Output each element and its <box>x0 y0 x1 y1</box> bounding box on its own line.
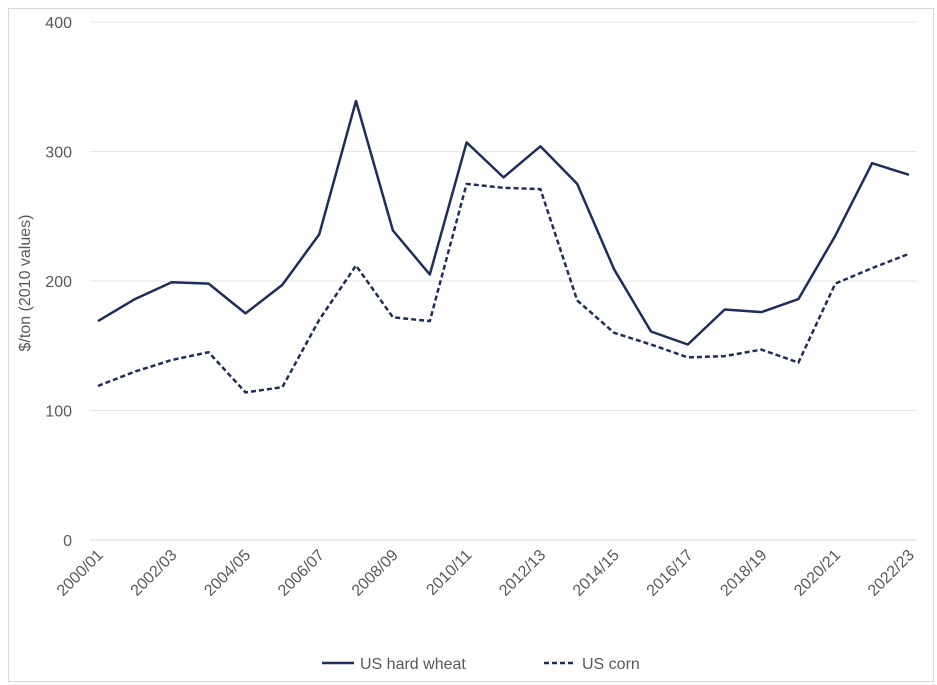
x-tick-label: 2018/19 <box>717 547 770 600</box>
y-tick-label: 400 <box>45 15 72 32</box>
legend-label: US hard wheat <box>360 656 466 673</box>
x-tick-label: 2014/15 <box>570 547 623 600</box>
legend: US hard wheat US corn <box>322 656 640 673</box>
y-tick-label: 100 <box>45 404 72 421</box>
x-tick-label: 2022/23 <box>865 547 918 600</box>
x-tick-label: 2012/13 <box>496 547 549 600</box>
x-tick-label: 2006/07 <box>275 547 328 600</box>
grid-lines <box>90 21 917 541</box>
series-lines <box>97 99 910 394</box>
x-tick-label: 2002/03 <box>128 547 181 600</box>
legend-label: US corn <box>582 656 640 673</box>
series-line-us-corn <box>97 182 910 394</box>
chart-frame <box>8 8 934 682</box>
y-tick-label: 300 <box>45 145 72 162</box>
y-axis-label: $/ton (2010 values) <box>17 215 34 352</box>
y-tick-label: 200 <box>45 274 72 291</box>
y-tick-labels: 0 100 200 300 400 <box>45 15 72 550</box>
x-tick-labels: 2000/01 2002/03 2004/05 2006/07 2008/09 2010/… <box>54 547 918 600</box>
x-tick-label: 2010/11 <box>423 547 475 599</box>
y-tick-label: 0 <box>63 533 72 550</box>
x-tick-label: 2008/09 <box>349 547 402 600</box>
x-tick-label: 2016/17 <box>644 547 697 600</box>
x-tick-label: 2020/21 <box>791 547 844 600</box>
series-line-us-hard-wheat <box>97 99 910 346</box>
x-tick-label: 2004/05 <box>201 547 254 600</box>
x-tick-label: 2000/01 <box>54 547 107 600</box>
